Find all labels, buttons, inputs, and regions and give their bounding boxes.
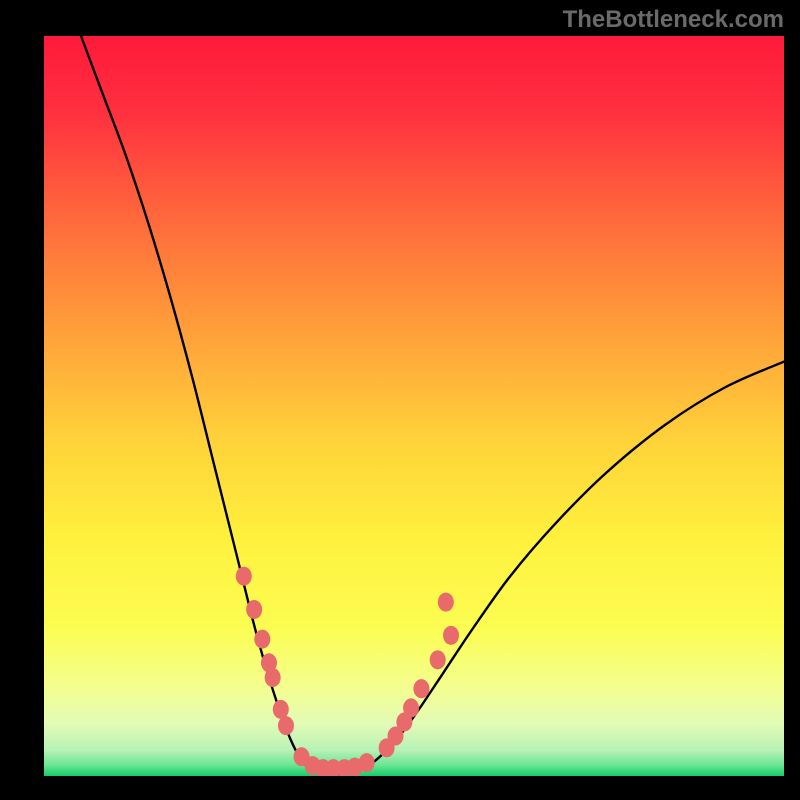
data-marker <box>413 679 429 698</box>
data-marker <box>403 698 419 717</box>
data-marker <box>236 567 252 586</box>
data-marker <box>430 650 446 669</box>
frame-left <box>0 0 44 800</box>
data-marker <box>273 700 289 719</box>
plot-area <box>44 36 784 776</box>
data-marker <box>254 630 270 649</box>
frame-bottom <box>0 776 800 800</box>
data-marker <box>443 626 459 645</box>
chart-svg <box>44 36 784 776</box>
data-marker <box>278 716 294 735</box>
gradient-background <box>44 36 784 776</box>
frame-right <box>784 0 800 800</box>
data-marker <box>265 668 281 687</box>
data-marker <box>359 753 375 772</box>
data-marker <box>438 593 454 612</box>
watermark-text: TheBottleneck.com <box>563 6 784 34</box>
data-marker <box>246 600 262 619</box>
